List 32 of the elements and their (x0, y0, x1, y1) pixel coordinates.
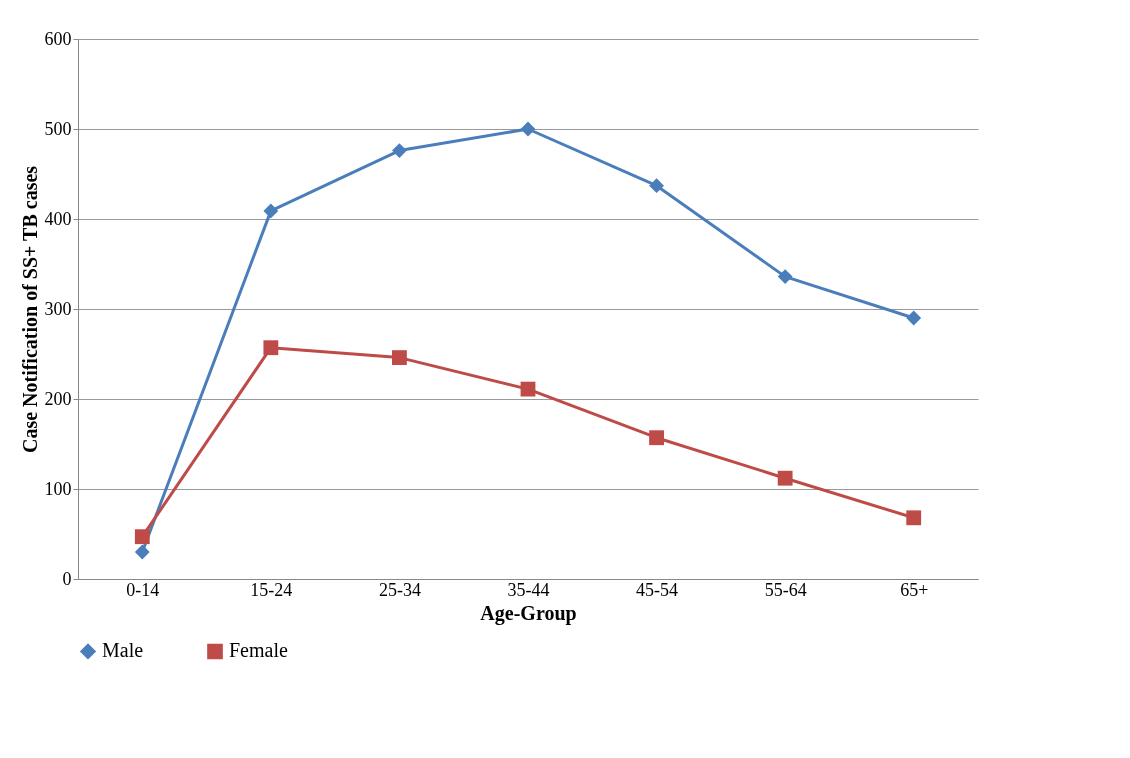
x-tick-label: 35-44 (507, 579, 550, 600)
y-tick-label: 600 (44, 28, 72, 49)
x-tick-label: 25-34 (378, 579, 421, 600)
x-tick-label: 15-24 (250, 579, 293, 600)
y-tick-label: 0 (62, 568, 72, 589)
legend-label: Female (229, 639, 288, 662)
point (906, 510, 922, 526)
point (263, 203, 279, 219)
point (392, 350, 407, 366)
y-tick-label: 300 (44, 298, 72, 319)
y-tick-label: 400 (44, 208, 72, 229)
point (777, 470, 793, 486)
x-tick-label: 0-14 (126, 579, 160, 600)
x-tick-label: 45-54 (636, 579, 679, 600)
point (649, 430, 664, 446)
point (906, 310, 922, 326)
y-axis-title: Case Notification of SS+ TB cases (18, 165, 41, 454)
y-tick-label: 100 (44, 478, 72, 499)
x-tick-label: 55-64 (764, 579, 807, 600)
y-tick-label: 500 (44, 118, 72, 139)
point (392, 143, 407, 159)
point (649, 178, 664, 194)
point (134, 529, 150, 545)
point (520, 121, 536, 137)
x-tick-label: 65+ (900, 579, 929, 600)
y-tick-label: 200 (44, 388, 72, 409)
point (520, 381, 536, 397)
point (263, 340, 279, 356)
legend-label: Male (102, 639, 144, 662)
point (134, 544, 150, 560)
x-axis-title: Age-Group (480, 601, 577, 625)
point (777, 269, 793, 285)
